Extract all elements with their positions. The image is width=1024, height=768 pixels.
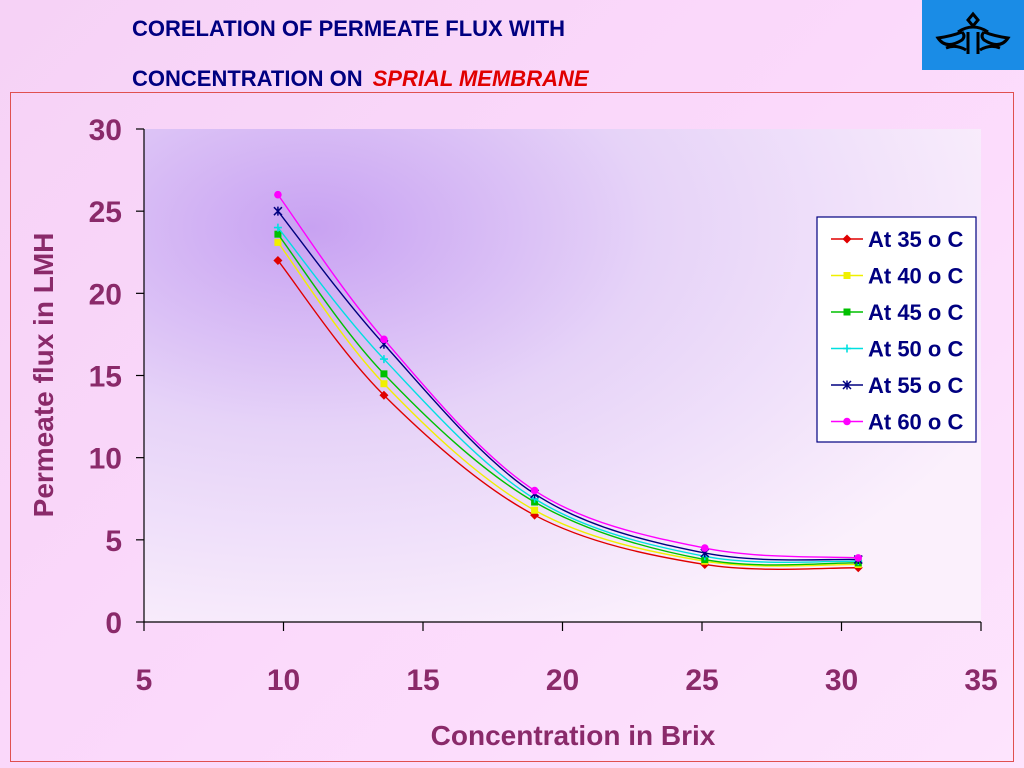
data-point: [380, 380, 388, 388]
data-point: [274, 190, 282, 199]
y-tick-label: 10: [89, 443, 122, 476]
y-axis-title: Permeate flux in LMH: [28, 233, 59, 518]
x-tick-label: 30: [825, 664, 858, 697]
legend-marker: [842, 234, 852, 244]
y-tick-label: 0: [105, 607, 122, 640]
x-tick-label: 15: [406, 664, 439, 697]
y-tick-label: 5: [105, 525, 122, 558]
x-tick-label: 20: [546, 664, 579, 697]
x-tick-label: 35: [964, 664, 997, 697]
company-logo-icon: [922, 0, 1024, 70]
legend-label: At 45 o C: [868, 300, 963, 325]
legend-label: At 35 o C: [868, 227, 963, 252]
y-tick-label: 15: [89, 361, 122, 394]
legend-marker: [843, 417, 851, 426]
x-tick-label: 10: [267, 664, 300, 697]
slide-title-accent: SPRIAL MEMBRANE: [372, 66, 589, 91]
data-point: [273, 223, 282, 232]
legend-label: At 60 o C: [868, 410, 963, 435]
legend-marker: [843, 308, 851, 316]
legend-marker: [842, 380, 852, 390]
data-point: [380, 335, 388, 344]
slide-title-line-2-main: CONCENTRATION ON: [132, 66, 363, 91]
data-point: [273, 255, 283, 265]
data-point: [379, 355, 388, 364]
x-axis-title: Concentration in Brix: [431, 720, 716, 751]
data-point: [531, 506, 539, 514]
data-point: [380, 370, 388, 378]
data-point: [530, 486, 539, 495]
y-tick-label: 25: [89, 196, 122, 229]
y-tick-label: 30: [89, 114, 122, 147]
x-tick-label: 25: [685, 664, 718, 697]
legend-box: [816, 216, 977, 443]
data-point: [854, 554, 863, 562]
legend-label: At 55 o C: [868, 373, 963, 398]
y-tick-label: 20: [89, 278, 122, 311]
legend-marker: [843, 272, 851, 279]
data-point: [700, 544, 709, 552]
slide-title-line-2: CONCENTRATION ON SPRIAL MEMBRANE: [132, 66, 589, 92]
data-point: [273, 206, 283, 216]
legend-label: At 40 o C: [868, 264, 963, 289]
slide-title-line-1: CORELATION OF PERMEATE FLUX WITH: [132, 16, 566, 41]
legend-label: At 50 o C: [868, 337, 963, 362]
data-point: [274, 238, 282, 246]
x-tick-label: 5: [136, 664, 153, 697]
legend-marker: [843, 344, 851, 353]
data-point: [274, 230, 282, 238]
data-point: [379, 390, 389, 400]
chart-frame: 0 5 10 15 20 25 30 5 10 15 20 25 30 35 At 35 o C At 40…: [10, 92, 1014, 762]
